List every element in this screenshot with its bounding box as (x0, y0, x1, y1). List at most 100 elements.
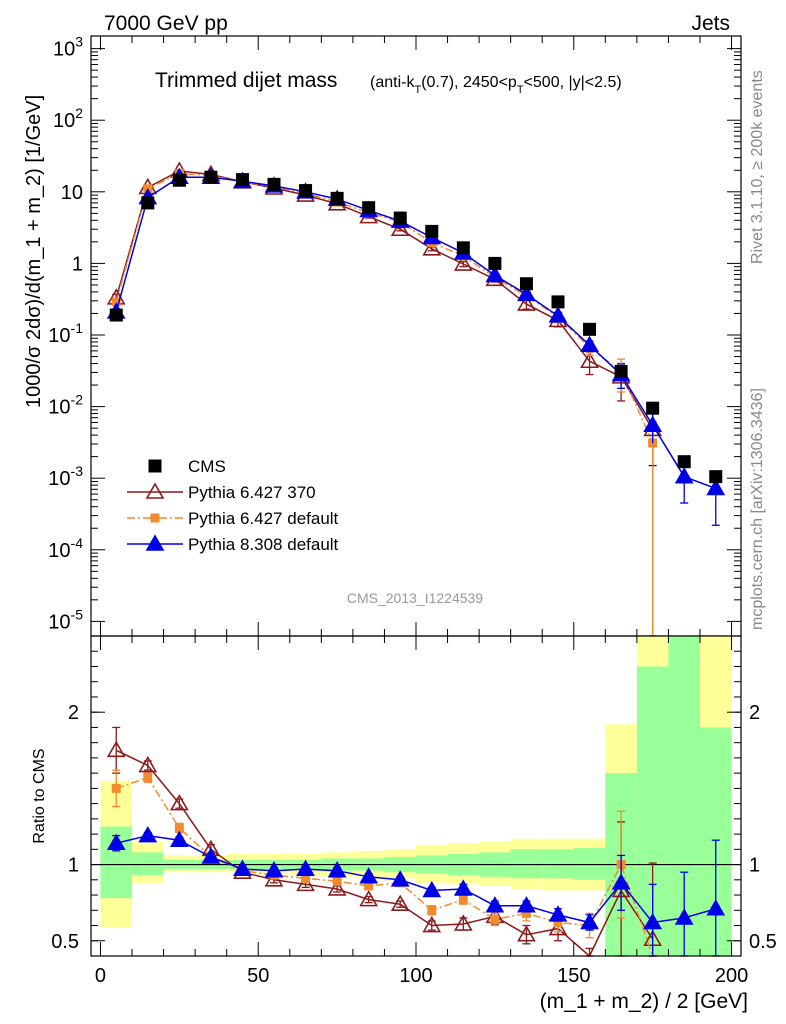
ratio-xlabel: (m_1 + m_2) / 2 [GeV] (540, 990, 748, 1013)
point (548, 905, 568, 922)
series-pythia-6-427-default (111, 169, 658, 637)
point (204, 170, 218, 184)
point (390, 894, 410, 911)
point (390, 870, 410, 887)
point (517, 284, 536, 302)
point (551, 295, 565, 309)
point (364, 881, 374, 891)
point (109, 308, 123, 322)
series-line (115, 176, 717, 490)
y-tick-label: 10-1 (48, 320, 83, 347)
point (580, 912, 599, 930)
band-inner (132, 852, 164, 876)
point (611, 873, 631, 890)
point (169, 794, 189, 811)
point (521, 908, 531, 918)
point (458, 895, 468, 905)
main-panel-axes: 10-5 10-4 10-3 10-2 10-1 1 10 102 103 (48, 34, 741, 636)
point (646, 401, 660, 415)
point (643, 912, 663, 930)
y-tick-label: 10-5 (48, 606, 83, 633)
point (453, 254, 473, 271)
point (453, 879, 473, 896)
legend-item: Pythia 6.427 370 (127, 482, 316, 502)
point (614, 364, 628, 378)
point (148, 459, 162, 473)
point (488, 256, 502, 270)
point (674, 908, 694, 925)
point (422, 239, 442, 256)
point (359, 867, 379, 884)
point (106, 740, 126, 758)
y-tick-label: 1 (68, 855, 79, 877)
y-tick-label: 10-4 (48, 535, 83, 562)
series-line (115, 172, 654, 444)
mcplots-label: mcplots.cern.ch [arXiv:1306.3436] (749, 388, 766, 630)
band-inner (542, 849, 574, 879)
point (485, 265, 505, 283)
header-right: Jets (691, 12, 730, 35)
x-tick-label: 150 (557, 965, 590, 987)
point (299, 184, 313, 198)
point (427, 905, 437, 915)
watermark: CMS_2013_I1224539 (347, 590, 483, 606)
point (138, 755, 158, 773)
y-tick-label: 10-2 (48, 392, 83, 419)
point (674, 467, 694, 484)
point (456, 241, 470, 255)
point (390, 219, 410, 237)
point (111, 783, 121, 793)
legend-item: CMS (148, 457, 226, 476)
legend: CMS Pythia 6.427 370 Pythia 6.427 default P… (127, 457, 339, 554)
y-tick-label: 2 (68, 702, 79, 724)
point (330, 191, 344, 205)
point (393, 211, 407, 225)
y-tick-label: 103 (53, 34, 83, 61)
point (201, 847, 221, 864)
band-inner (573, 847, 606, 880)
point (453, 914, 473, 931)
point (267, 177, 281, 191)
rivet-label: Rivet 3.1.10, ≥ 200k events (749, 70, 766, 264)
point (111, 297, 121, 307)
main-ylabel: 1000/σ 2dσ)/d(m_1 + m_2) [1/GeV] (23, 95, 45, 408)
point (485, 896, 505, 913)
point (548, 306, 568, 323)
point (583, 322, 597, 336)
point (359, 890, 379, 907)
point (580, 335, 599, 353)
point (519, 277, 533, 291)
point (174, 823, 184, 833)
point (145, 534, 165, 551)
x-tick-label: 0 (95, 965, 106, 987)
ratio-ylabel: Ratio to CMS (31, 748, 48, 843)
point (327, 879, 347, 896)
y-tick-label: 0.5 (51, 931, 79, 953)
y-tick-label: 0.5 (749, 931, 777, 953)
legend-item: Pythia 8.308 default (127, 534, 339, 554)
point (422, 915, 442, 933)
point (425, 224, 439, 238)
point (301, 873, 311, 883)
header-left: 7000 GeV pp (104, 12, 228, 35)
legend-label: Pythia 6.427 default (188, 509, 339, 528)
point (235, 173, 249, 187)
series-line (115, 776, 654, 957)
band-inner (510, 849, 543, 879)
point (709, 470, 723, 484)
y-tick-label: 102 (53, 105, 83, 132)
y-tick-label: 10-3 (48, 463, 83, 490)
point (422, 880, 442, 898)
point (643, 415, 663, 432)
point (141, 196, 155, 210)
point (296, 874, 315, 892)
point (548, 918, 568, 936)
y-tick-label: 1 (749, 855, 760, 877)
point (490, 914, 500, 924)
point (296, 859, 315, 876)
point (264, 861, 284, 878)
point (362, 201, 376, 215)
point (517, 925, 536, 942)
point (327, 861, 347, 878)
